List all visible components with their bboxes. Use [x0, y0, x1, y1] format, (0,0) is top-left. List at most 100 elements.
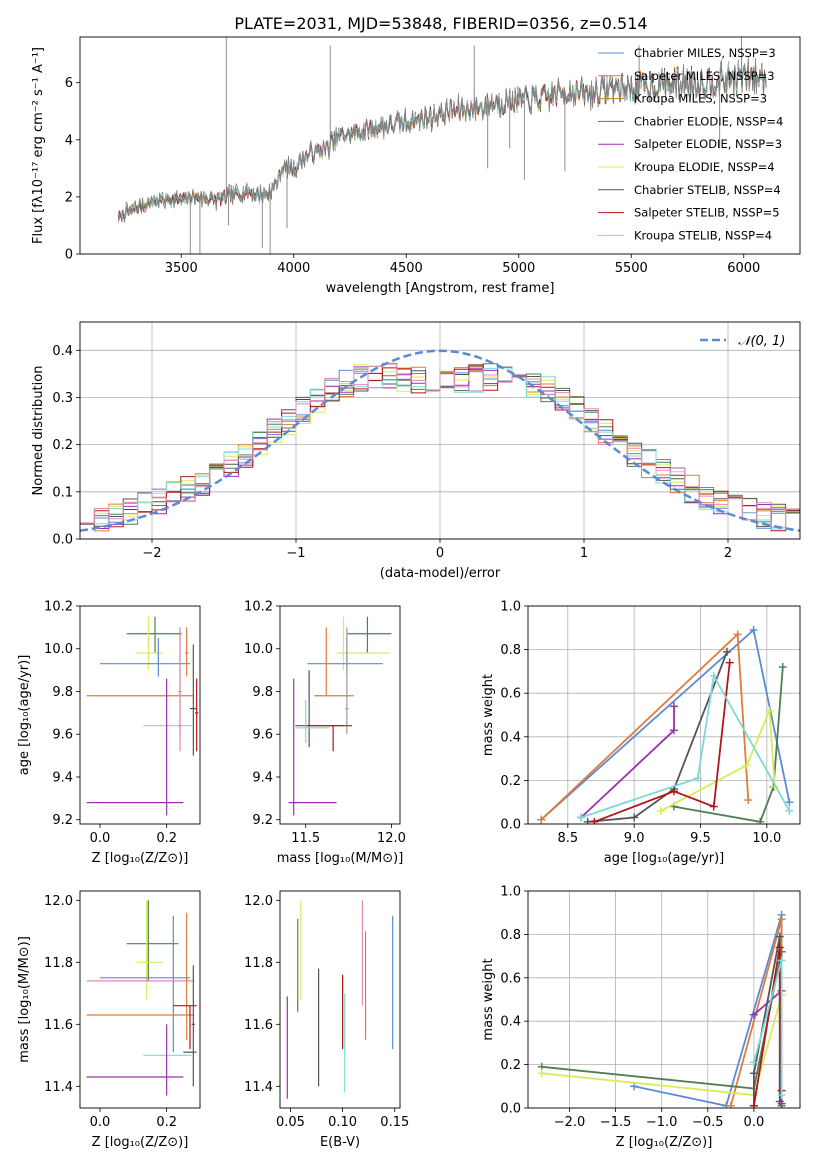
y-tick-label: 12.0	[44, 894, 73, 909]
x-tick-label: 6000	[727, 261, 760, 276]
y-tick-label: 9.2	[52, 813, 73, 828]
y-tick-label: 12.0	[244, 894, 273, 909]
x-tick-label: −0.5	[692, 1115, 724, 1130]
legend-label: Kroupa MILES, NSSP=3	[634, 92, 767, 106]
legend-label: Salpeter ELODIE, NSSP=3	[634, 137, 782, 151]
axes-frame	[79, 605, 201, 825]
legend-label: Chabrier STELIB, NSSP=4	[634, 183, 781, 197]
y-tick-label: 10.0	[44, 642, 73, 657]
x-axis-label: Z [log₁₀(Z/Z⊙)]	[92, 1135, 189, 1150]
plot-spectrum: 3500 4000 4500 5000 5500 6000 0 2 4 6 wavelength […	[31, 36, 801, 296]
y-tick-label: 9.2	[252, 813, 273, 828]
axes-frame	[79, 321, 801, 540]
y-tick-label: 0.4	[500, 730, 521, 745]
axes-frame	[527, 890, 801, 1109]
plot-age-vs-Z: 0.0 0.2 9.2 9.4 9.6 9.8 10.0 10.2 Z [log₁₀(Z/Z⊙)…	[17, 600, 201, 866]
x-tick-label: 5500	[615, 261, 648, 276]
y-tick-label: 9.4	[252, 770, 273, 785]
axes-frame	[527, 605, 801, 825]
x-tick-label: 5000	[502, 261, 535, 276]
x-axis-label: (data-model)/error	[380, 566, 501, 581]
y-tick-label: 2	[65, 190, 73, 205]
mass-weight-line	[580, 673, 791, 819]
y-tick-label: 0.8	[500, 643, 521, 658]
y-tick-label: 0.6	[500, 971, 521, 986]
x-tick-label: 0.2	[156, 1115, 177, 1130]
axes-frame	[279, 605, 401, 825]
x-tick-label: 4500	[390, 261, 423, 276]
mass-weight-line	[660, 710, 776, 812]
histogram-step	[80, 363, 800, 528]
y-axis-label: age [log₁₀(age/yr)]	[17, 655, 32, 776]
plot-area	[537, 910, 786, 1108]
legend-label: Kroupa STELIB, NSSP=4	[634, 228, 772, 242]
plot-mass-vs-ebv: 0.05 0.10 0.15 11.4 11.6 11.8 12.0 E(B-V)	[244, 890, 409, 1150]
legend-label: Salpeter MILES, NSSP=3	[634, 69, 775, 83]
y-tick-label: 10.0	[244, 642, 273, 657]
y-tick-label: 0.2	[500, 1058, 521, 1073]
y-tick-label: 10.2	[244, 600, 273, 615]
y-tick-label: 0.2	[500, 774, 521, 789]
normal-curve	[80, 349, 800, 532]
mass-weight-line	[753, 936, 781, 1106]
plot-area	[86, 900, 197, 1096]
y-tick-label: 9.6	[52, 728, 73, 743]
y-tick-label: 1.0	[500, 600, 521, 615]
x-tick-label: −2.0	[554, 1115, 586, 1130]
x-tick-label: 0.0	[90, 831, 111, 846]
y-tick-label: 0.4	[52, 344, 73, 359]
x-axis-label: mass [log₁₀(M/M⊙)]	[277, 851, 404, 866]
x-axis-label: Z [log₁₀(Z/Z⊙)]	[92, 851, 189, 866]
y-tick-label: 9.8	[52, 685, 73, 700]
y-tick-label: 0.1	[52, 485, 73, 500]
x-tick-label: 3500	[165, 261, 198, 276]
plot-area	[537, 625, 794, 824]
x-tick-label: −2	[142, 546, 161, 561]
y-tick-label: 11.8	[44, 956, 73, 971]
mass-weight-line	[673, 666, 784, 823]
mass-weight-line	[593, 662, 731, 823]
legend-label: Chabrier ELODIE, NSSP=4	[634, 114, 783, 128]
x-axis-label: wavelength [Angstrom, rest frame]	[326, 281, 555, 296]
legend-label: 𝒩(0, 1)	[738, 334, 785, 349]
y-tick-label: 0.0	[52, 533, 73, 548]
plot-area	[117, 37, 767, 254]
x-tick-label: 0.10	[328, 1115, 357, 1130]
plot-area	[86, 616, 199, 816]
figure-title: PLATE=2031, MJD=53848, FIBERID=0356, z=0…	[234, 14, 647, 33]
x-tick-label: 1	[580, 546, 588, 561]
x-tick-label: 10.0	[752, 831, 781, 846]
x-tick-label: 0.15	[380, 1115, 409, 1130]
y-tick-label: 9.6	[252, 728, 273, 743]
plot-area	[286, 900, 394, 1099]
mass-weight-line	[587, 651, 728, 823]
plot-mass-vs-Z: 0.0 0.2 11.4 11.6 11.8 12.0 Z [log₁₀(Z/Z⊙)] mas…	[17, 890, 201, 1150]
x-tick-label: 2	[724, 546, 732, 561]
legend-label: Chabrier MILES, NSSP=3	[634, 46, 776, 60]
y-tick-label: 6	[65, 76, 73, 91]
y-tick-label: 10.2	[44, 600, 73, 615]
y-tick-label: 0.4	[500, 1015, 521, 1030]
y-tick-label: 0.2	[52, 438, 73, 453]
y-axis-label: mass weight	[481, 674, 496, 756]
y-tick-label: 0.0	[500, 818, 521, 833]
x-tick-label: 12.0	[377, 831, 406, 846]
legend-label: Kroupa ELODIE, NSSP=4	[634, 160, 775, 174]
x-tick-label: −1.5	[600, 1115, 632, 1130]
y-tick-label: 0	[65, 248, 73, 263]
y-axis-label: Normed distribution	[31, 366, 46, 496]
x-tick-label: 4000	[277, 261, 310, 276]
x-axis-label: Z [log₁₀(Z/Z⊙)]	[616, 1135, 713, 1150]
x-tick-label: 0.0	[90, 1115, 111, 1130]
axes-frame	[79, 890, 201, 1109]
x-tick-label: 9.5	[690, 831, 711, 846]
y-tick-label: 11.4	[244, 1080, 273, 1095]
x-tick-label: 0.05	[276, 1115, 305, 1130]
x-tick-label: 8.5	[557, 831, 578, 846]
y-tick-label: 0.3	[52, 391, 73, 406]
plot-residuals: −2 −1 0 1 2 0.0 0.1 0.2 0.3 0.4 (data-model)/error…	[31, 321, 801, 581]
x-axis-label: age [log₁₀(age/yr)]	[604, 851, 725, 866]
x-tick-label: 0	[436, 546, 444, 561]
x-tick-label: −1.0	[646, 1115, 678, 1130]
